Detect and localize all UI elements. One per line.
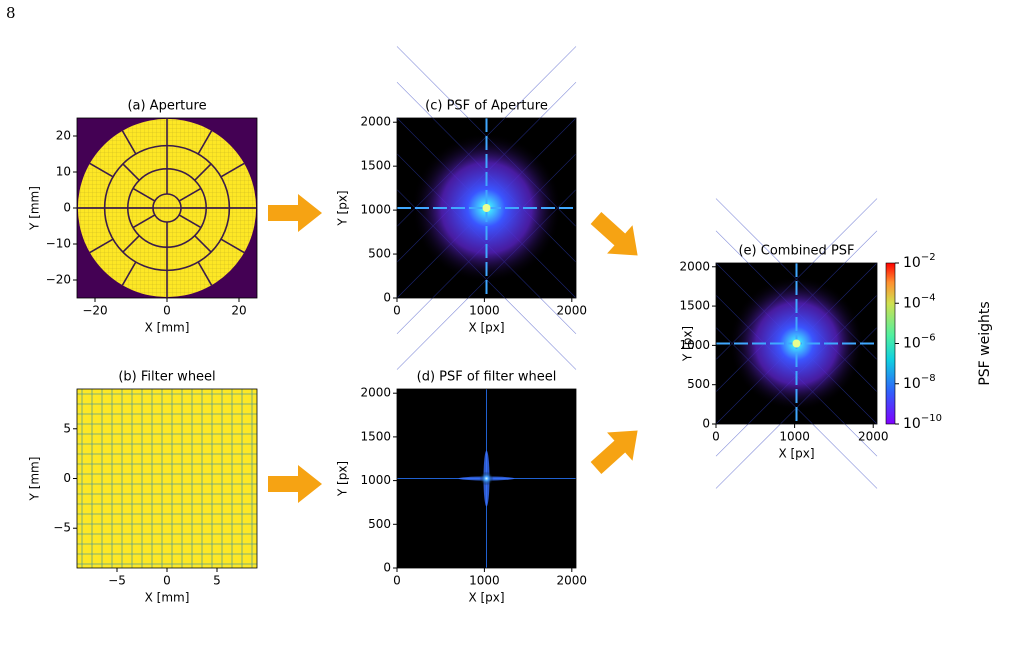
colorbar-tick-label: 10−4 [903, 292, 936, 311]
axes-frame [396, 117, 577, 299]
psf-core [482, 204, 491, 212]
segment-spoke [132, 214, 156, 229]
segment-spoke [197, 261, 213, 286]
x-axis-label: X [px] [468, 321, 504, 335]
y-tick-label: 1500 [360, 159, 391, 173]
x-tick-label: 1000 [469, 304, 500, 318]
y-tick-label: 0 [383, 561, 391, 575]
panel-title: (c) PSF of Aperture [425, 99, 548, 114]
y-tick-label: 20 [56, 129, 71, 143]
psf-core [479, 471, 494, 486]
x-tick-label: 0 [393, 574, 401, 588]
x-tick-label: −5 [108, 574, 126, 588]
x-axis-label: X [mm] [145, 321, 190, 335]
psf-core [792, 339, 801, 348]
x-tick-label: 2000 [557, 304, 588, 318]
x-tick-label: −20 [82, 304, 107, 318]
panel-title: (e) Combined PSF [738, 244, 854, 259]
panel-title: (a) Aperture [127, 99, 206, 114]
y-tick-label: 10 [56, 165, 71, 179]
colorbar-tick-label: 10−2 [903, 252, 936, 271]
x-tick-label: 0 [163, 574, 171, 588]
y-tick-label: 2000 [360, 115, 391, 129]
colorbar-tick-label: 10−10 [903, 413, 942, 432]
y-axis-label: Y [px] [681, 326, 695, 362]
axes-frame [715, 262, 878, 425]
segment-spoke [122, 163, 140, 181]
colorbar-tick-label: 10−6 [903, 333, 936, 352]
segment-spoke [194, 163, 212, 181]
segment-spoke [178, 187, 202, 202]
y-tick-label: 500 [368, 517, 391, 531]
segment-spoke [220, 238, 245, 254]
x-tick-label: 20 [231, 304, 246, 318]
segment-spoke [194, 235, 212, 253]
y-tick-label: 1000 [360, 203, 391, 217]
segment-spoke [132, 187, 156, 202]
y-tick-label: −5 [53, 521, 71, 535]
panel-title: (b) Filter wheel [118, 370, 215, 385]
x-tick-label: 2000 [858, 430, 889, 444]
y-tick-label: 500 [368, 247, 391, 261]
x-tick-label: 0 [163, 304, 171, 318]
axes-frame [396, 388, 577, 569]
x-axis-label: X [mm] [145, 591, 190, 605]
segment-spoke [220, 162, 245, 178]
x-tick-label: 1000 [469, 574, 500, 588]
page-number: 8 [6, 4, 16, 22]
segment-spoke [89, 162, 114, 178]
segment-spoke [122, 235, 140, 253]
segment-spoke [121, 261, 137, 286]
y-tick-label: 1000 [679, 338, 710, 352]
x-tick-label: 0 [712, 430, 720, 444]
segment-spoke [89, 238, 114, 254]
y-axis-label: Y [mm] [28, 457, 42, 502]
x-axis-label: X [px] [468, 591, 504, 605]
y-tick-label: 2000 [360, 386, 391, 400]
wheel-grid [77, 389, 257, 568]
y-tick-label: 5 [63, 421, 71, 435]
y-axis-label: Y [px] [336, 190, 350, 226]
panel-title: (d) PSF of filter wheel [417, 370, 557, 385]
colorbar [885, 262, 896, 425]
y-tick-label: 2000 [679, 259, 710, 273]
y-tick-label: 500 [687, 377, 710, 391]
x-axis-label: X [px] [778, 447, 814, 461]
x-tick-label: 1000 [779, 430, 810, 444]
segment-spoke [178, 214, 202, 229]
y-tick-label: 0 [63, 471, 71, 485]
x-tick-label: 2000 [557, 574, 588, 588]
y-tick-label: −20 [46, 273, 71, 287]
segment-spoke [197, 130, 213, 155]
y-axis-label: Y [mm] [28, 186, 42, 231]
y-axis-label: Y [px] [336, 461, 350, 497]
x-tick-label: 5 [213, 574, 221, 588]
x-tick-label: 0 [393, 304, 401, 318]
y-tick-label: 0 [63, 201, 71, 215]
y-tick-label: 0 [383, 291, 391, 305]
colorbar-label: PSF weights [977, 301, 993, 385]
y-tick-label: 1500 [360, 429, 391, 443]
colorbar-tick-label: 10−8 [903, 373, 936, 392]
segment-spoke [121, 130, 137, 155]
y-tick-label: 1000 [360, 473, 391, 487]
y-tick-label: 1500 [679, 299, 710, 313]
arrows [268, 194, 638, 503]
y-tick-label: 0 [702, 417, 710, 431]
y-tick-label: −10 [46, 237, 71, 251]
